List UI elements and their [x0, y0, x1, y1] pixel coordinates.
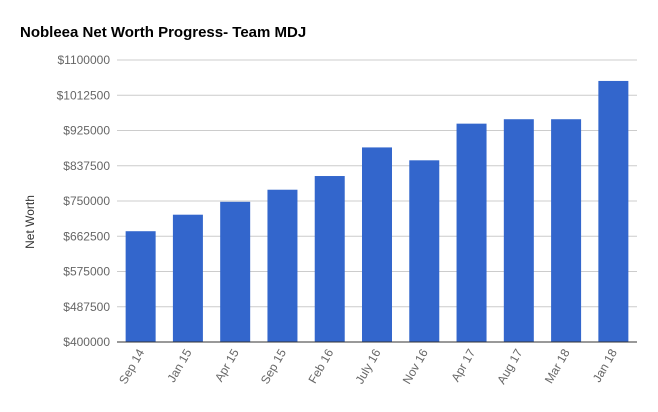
y-tick-label: $400000: [63, 335, 110, 349]
bar: [220, 201, 251, 342]
bar: [456, 123, 487, 342]
y-tick-label: $575000: [63, 265, 110, 279]
x-tick-label: Feb 16: [306, 346, 337, 386]
y-axis-ticks: $400000 $487500 $575000 $662500 $750000 $8375…: [57, 53, 111, 349]
x-tick-label: July 16: [352, 346, 383, 386]
x-tick-label: Apr 17: [448, 346, 478, 384]
x-tick-label: Nov 16: [400, 346, 431, 386]
y-tick-label: $837500: [63, 159, 110, 173]
x-axis-ticks: Sep 14 Jan 15 Apr 15 Sep 15 Feb 16 July 16 Nov…: [116, 346, 620, 386]
bars: [125, 80, 629, 342]
x-tick-label: Sep 14: [116, 346, 147, 386]
x-tick-label: Jan 18: [590, 346, 620, 384]
x-tick-label: Aug 17: [494, 346, 525, 386]
bar: [598, 80, 629, 342]
y-axis-label: Net Worth: [23, 195, 37, 249]
y-tick-label: $1012500: [57, 88, 111, 102]
x-tick-label: Mar 18: [542, 346, 573, 386]
y-tick-label: $925000: [63, 124, 110, 138]
bar: [125, 231, 156, 342]
bar: [267, 189, 298, 342]
y-tick-label: $487500: [63, 300, 110, 314]
x-tick-label: Sep 15: [258, 346, 289, 386]
y-tick-label: $750000: [63, 194, 110, 208]
x-tick-label: Apr 15: [212, 346, 242, 384]
bar: [314, 176, 345, 342]
y-tick-label: $1100000: [58, 53, 111, 67]
chart-title: Nobleea Net Worth Progress- Team MDJ: [20, 24, 306, 41]
x-tick-label: Jan 15: [164, 346, 194, 384]
bar: [409, 160, 440, 342]
bar: [172, 214, 203, 342]
bar: [362, 147, 392, 342]
bar: [551, 119, 582, 342]
bar: [503, 119, 534, 342]
y-tick-label: $662500: [63, 229, 110, 243]
